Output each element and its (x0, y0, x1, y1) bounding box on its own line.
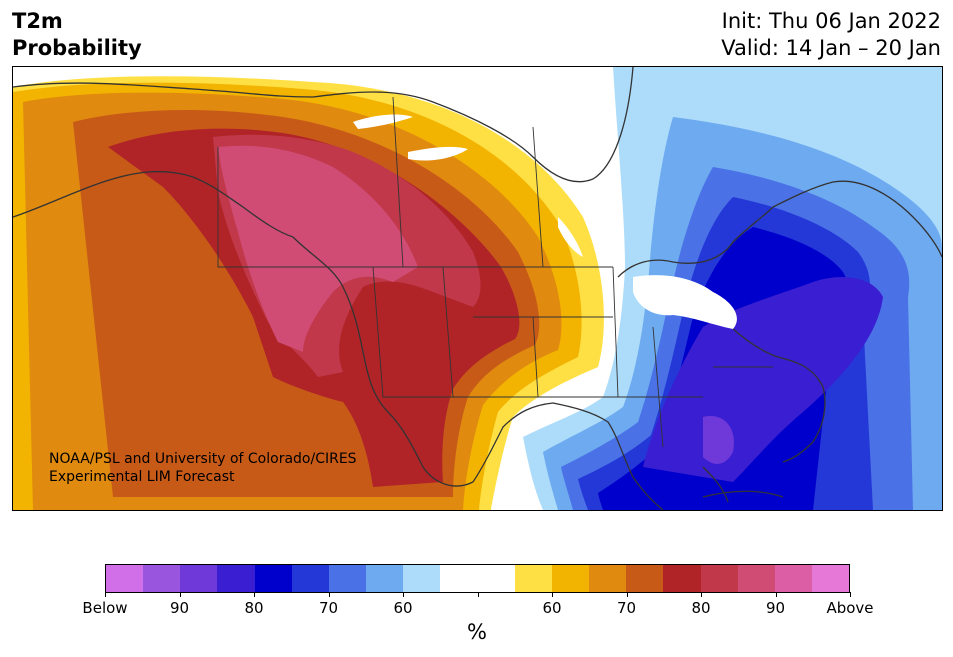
great-lakes (633, 275, 737, 329)
colorbar-tick-label: 80 (691, 599, 711, 617)
colorbar-cell (291, 565, 329, 592)
colorbar-tick-mark (552, 592, 553, 597)
colorbar-cell (143, 565, 181, 592)
credit-line-2: Experimental LIM Forecast (49, 469, 235, 485)
colorbar-cell (403, 565, 441, 592)
title-line-1: T2m (12, 9, 63, 33)
colorbar-tick-label: Above (826, 599, 874, 617)
colorbar-tick-mark (626, 592, 628, 597)
colorbar-cell (477, 565, 515, 592)
valid-range: Valid: 14 Jan – 20 Jan (721, 36, 941, 60)
colorbar-tick-mark (477, 592, 479, 597)
coastlines (13, 67, 942, 510)
colorbar-tick-mark (328, 592, 330, 597)
colorbar-tick-label: 60 (542, 599, 562, 617)
credit-line-1: NOAA/PSL and University of Colorado/CIRE… (49, 451, 357, 467)
forecast-dates: Init: Thu 06 Jan 2022 Valid: 14 Jan – 20 … (721, 8, 941, 62)
colorbar-cell (811, 565, 850, 592)
colorbar-tick-label: 80 (244, 599, 264, 617)
colorbar-tick-mark (105, 592, 106, 597)
init-date: Init: Thu 06 Jan 2022 (721, 9, 941, 33)
colorbar-cell (328, 565, 367, 592)
colorbar-cell (737, 565, 775, 592)
colorbar-cell (774, 565, 812, 592)
colorbar-cell (106, 565, 144, 592)
colorbar-cell (180, 565, 218, 592)
colorbar-cell (254, 565, 292, 592)
colorbar-tick-label: 70 (318, 599, 339, 617)
colorbar-cell (700, 565, 738, 592)
colorbar-cell (626, 565, 664, 592)
lake-great-bear (408, 146, 468, 161)
map-title: T2m Probability (12, 8, 142, 62)
colorbar-tick-mark (403, 592, 404, 597)
lake-great-slave (353, 114, 413, 129)
cold-region-violet (703, 416, 734, 464)
colorbar-cell (366, 565, 404, 592)
colorbar-tick-mark (701, 592, 702, 597)
map-canvas (13, 67, 942, 510)
colorbar-cell (217, 565, 255, 592)
colorbar-tick-mark (179, 592, 181, 597)
colorbar-cell (440, 565, 478, 592)
colorbar-unit: % (467, 620, 487, 644)
credit-text: NOAA/PSL and University of Colorado/CIRE… (49, 450, 357, 486)
colorbar-cell (551, 565, 590, 592)
probability-map (12, 66, 943, 511)
colorbar (105, 564, 850, 593)
colorbar-tick-label: 70 (616, 599, 637, 617)
lake-winnipeg (558, 217, 583, 257)
political-borders (217, 96, 773, 448)
title-line-2: Probability (12, 36, 142, 60)
colorbar-tick-mark (254, 592, 255, 597)
colorbar-cell (663, 565, 701, 592)
colorbar-tick-mark (850, 592, 851, 597)
colorbar-tick-label: 90 (169, 599, 190, 617)
warm-region-pink (218, 145, 418, 352)
colorbar-cell (589, 565, 627, 592)
colorbar-tick-label: 60 (393, 599, 413, 617)
colorbar-tick-label: Below (82, 599, 128, 617)
colorbar-tick-mark (775, 592, 777, 597)
colorbar-tick-label: 90 (765, 599, 786, 617)
colorbar-cell (514, 565, 552, 592)
